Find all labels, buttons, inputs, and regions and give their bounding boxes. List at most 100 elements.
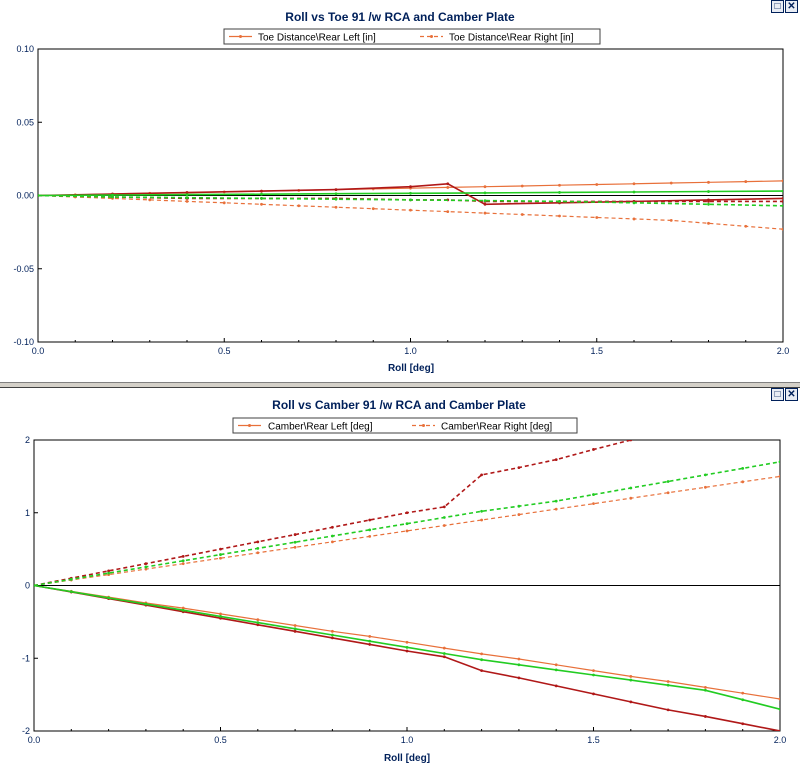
data-point [442, 505, 446, 509]
data-point [666, 491, 670, 495]
data-point [293, 624, 297, 627]
data-point [260, 202, 263, 206]
y-tick-label: -0.10 [13, 337, 34, 347]
data-point [781, 227, 783, 231]
data-point [554, 507, 558, 511]
data-point [778, 474, 780, 478]
legend-marker [422, 424, 425, 427]
data-point [260, 189, 263, 193]
data-point [666, 480, 670, 483]
x-tick-label: 1.0 [404, 346, 417, 356]
data-point [517, 657, 521, 661]
x-tick-label: 0.0 [32, 346, 45, 356]
data-point [219, 553, 222, 556]
y-tick-label: 0.05 [16, 117, 34, 127]
data-point [256, 623, 260, 627]
data-point [707, 199, 710, 203]
data-point [446, 210, 450, 214]
data-point [405, 649, 409, 653]
data-point [331, 633, 334, 637]
y-tick-label: 0.00 [16, 191, 34, 201]
data-point [260, 192, 263, 196]
legend: Camber\Rear Left [deg] Camber\Rear Right… [232, 417, 578, 434]
data-point [554, 684, 558, 688]
data-point [592, 502, 595, 506]
data-point [666, 680, 670, 683]
data-point [219, 612, 222, 616]
data-point [480, 509, 483, 513]
data-point [480, 658, 483, 662]
maximize-icon[interactable]: □ [771, 388, 784, 401]
data-point [331, 636, 334, 640]
data-point [368, 534, 372, 538]
data-point [442, 646, 446, 650]
y-tick-label: -0.05 [13, 264, 34, 274]
data-point [629, 486, 633, 490]
data-point [778, 697, 780, 701]
chart-title: Roll vs Toe 91 /w RCA and Camber Plate [285, 10, 515, 24]
data-point [558, 199, 561, 203]
data-point [442, 524, 446, 527]
data-point [293, 533, 297, 536]
data-point [558, 183, 561, 187]
data-point [632, 182, 636, 186]
data-point [368, 528, 372, 532]
data-point [666, 683, 670, 687]
data-point [69, 590, 73, 594]
data-point [405, 529, 409, 533]
data-point [741, 722, 745, 726]
data-point [405, 645, 409, 649]
x-tick-label: 1.5 [590, 346, 603, 356]
x-axis-label: Roll [deg] [388, 363, 434, 374]
data-point [629, 496, 633, 500]
data-point [409, 191, 412, 195]
data-point [442, 655, 446, 659]
data-point [595, 216, 599, 219]
data-point [293, 540, 297, 544]
close-icon[interactable]: ✕ [785, 388, 798, 401]
x-tick-label: 0.0 [28, 735, 41, 745]
data-point [185, 199, 189, 203]
data-point [409, 185, 412, 189]
data-point [483, 202, 487, 206]
y-tick-label: 0 [25, 581, 30, 591]
chart-title: Roll vs Camber 91 /w RCA and Camber Plat… [272, 398, 526, 412]
data-point [181, 555, 185, 558]
data-point [219, 556, 222, 560]
data-point [554, 668, 558, 672]
data-point [331, 525, 334, 529]
data-point [781, 189, 783, 193]
panel-splitter[interactable] [0, 382, 800, 388]
data-point [256, 551, 260, 555]
legend-label: Toe Distance\Rear Left [in] [258, 33, 376, 44]
data-point [222, 201, 226, 205]
data-point [480, 473, 483, 477]
x-tick-label: 2.0 [774, 735, 787, 745]
data-point [629, 675, 633, 678]
data-point [483, 199, 487, 203]
data-point [741, 691, 745, 695]
data-point [293, 629, 297, 633]
data-point [517, 504, 521, 508]
data-point [741, 698, 745, 702]
data-point [517, 513, 521, 516]
close-icon[interactable]: ✕ [785, 0, 798, 13]
data-point [219, 615, 222, 618]
y-tick-label: 1 [25, 508, 30, 518]
data-point [144, 602, 148, 606]
data-point [442, 516, 446, 519]
data-point [331, 540, 334, 544]
x-tick-label: 1.5 [587, 735, 600, 745]
chart-toe-svg: Roll vs Toe 91 /w RCA and Camber Plate T… [13, 10, 789, 374]
data-point [181, 608, 185, 612]
series-line-2 [38, 182, 783, 206]
data-point [144, 565, 148, 569]
data-point [480, 518, 483, 522]
data-point [517, 676, 521, 680]
data-point [558, 191, 561, 194]
maximize-icon[interactable]: □ [771, 0, 784, 13]
data-point [181, 559, 185, 563]
y-tick-label: 0.10 [16, 44, 34, 54]
data-point [181, 562, 185, 566]
data-point [371, 207, 375, 211]
